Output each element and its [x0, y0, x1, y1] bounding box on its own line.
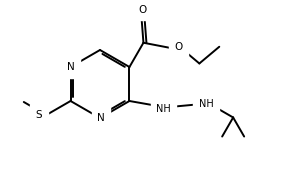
Text: S: S [36, 110, 42, 120]
Text: NH: NH [156, 104, 171, 114]
Text: O: O [138, 5, 147, 15]
Text: N: N [67, 62, 74, 72]
Text: NH: NH [199, 99, 213, 110]
Text: O: O [174, 42, 183, 52]
Text: N: N [97, 113, 105, 123]
